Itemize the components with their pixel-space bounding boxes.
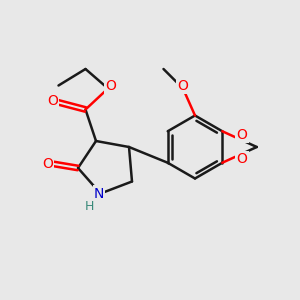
Text: H: H — [84, 200, 94, 213]
Text: O: O — [178, 79, 188, 93]
Text: O: O — [237, 152, 248, 166]
Text: O: O — [47, 94, 58, 107]
Text: O: O — [105, 79, 116, 93]
Text: O: O — [42, 157, 53, 170]
Text: O: O — [237, 128, 248, 142]
Text: N: N — [94, 187, 104, 200]
